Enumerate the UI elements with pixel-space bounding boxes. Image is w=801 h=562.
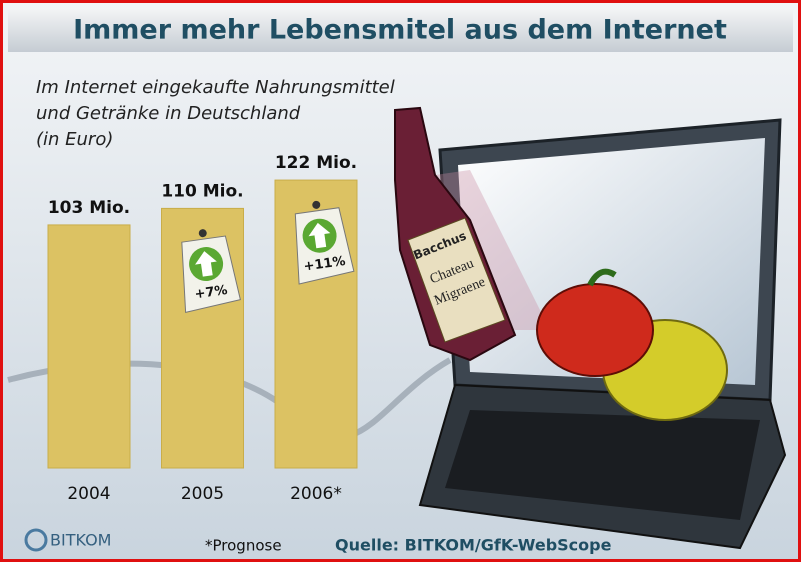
red-pepper [536, 283, 654, 377]
value-label: 122 Mio. [275, 153, 357, 173]
x-tick-label: 2004 [67, 484, 110, 504]
subtitle-line: und Getränke in Deutschland [36, 103, 301, 124]
value-label: 103 Mio. [48, 198, 130, 218]
subtitle-line: (in Euro) [36, 129, 113, 150]
tag-arrow [308, 222, 331, 249]
title-banner [8, 8, 793, 52]
x-tick-label: 2005 [181, 484, 224, 504]
source: Quelle: BITKOM/GfK-WebScope [335, 536, 612, 555]
footnote: *Prognose [205, 537, 282, 555]
growth-label: +7% [194, 283, 229, 302]
tag-pin [198, 229, 207, 238]
tag-arrow [195, 251, 217, 277]
value-label: 110 Mio. [161, 181, 243, 201]
bars: 103 Mio. 2004 110 Mio. 2005 122 Mio. 2006* +7%… [47, 153, 358, 504]
logo-icon [24, 528, 48, 552]
subtitle-line: Im Internet eingekaufte Nahrungsmittel [36, 77, 395, 98]
bottle-label [407, 217, 506, 343]
subtitle: Im Internet eingekaufte Nahrungsmittel u… [36, 77, 395, 150]
growth-tag: +7% [181, 229, 241, 313]
growth-label: +11% [303, 254, 347, 275]
tag-pin [312, 200, 321, 209]
keyboard [445, 410, 760, 520]
laptop-illustration: Bacchus Chateau Migraene [394, 106, 787, 550]
pepper-stem [587, 268, 617, 287]
logo: BITKOM [50, 531, 111, 550]
bar [47, 224, 131, 469]
growth-tag: +11% [294, 200, 355, 285]
chart-title: Immer mehr Lebensmitel aus dem Internet [73, 15, 727, 46]
x-tick-label: 2006* [290, 484, 342, 504]
